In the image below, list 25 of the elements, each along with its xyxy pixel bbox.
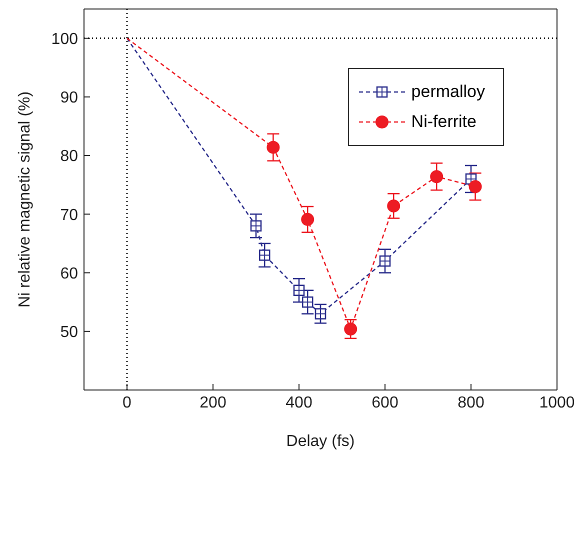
point: [250, 220, 262, 232]
y-tick-label: 100: [51, 30, 78, 48]
x-tick-label: 600: [372, 394, 398, 412]
point: [301, 212, 314, 226]
point: [258, 250, 270, 261]
legend-label: Ni-ferrite: [411, 112, 476, 132]
point: [468, 180, 482, 194]
y-tick-label: 70: [60, 206, 78, 224]
y-tick-label: 60: [60, 265, 78, 282]
point: [430, 170, 444, 184]
legend-label: permalloy: [411, 82, 485, 102]
y-tick-label: 50: [60, 324, 78, 342]
x-tick-label: 1000: [539, 394, 575, 412]
point: [344, 322, 358, 336]
y-tick-label: 90: [60, 90, 78, 107]
x-tick-label: 0: [122, 394, 132, 412]
point: [266, 140, 280, 154]
y-axis-title: Ni relative magnetic signal (%): [16, 91, 34, 308]
point: [379, 255, 391, 267]
x-tick-label: 800: [458, 394, 484, 412]
x-axis-title: Delay (fs): [286, 433, 355, 450]
point: [387, 199, 400, 212]
x-tick-label: 200: [200, 394, 226, 412]
x-tick-label: 400: [286, 394, 312, 412]
y-tick-label: 80: [60, 148, 78, 166]
